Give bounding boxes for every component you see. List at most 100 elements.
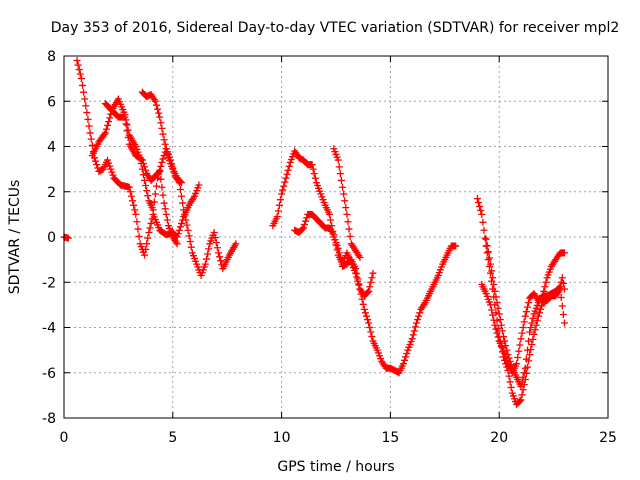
data-point (151, 97, 159, 105)
data-point (142, 182, 150, 190)
data-point (369, 269, 377, 277)
data-point (529, 314, 537, 322)
data-point (155, 109, 163, 117)
data-point (559, 279, 567, 287)
data-point (337, 176, 345, 184)
data-point (541, 283, 549, 291)
data-point (505, 372, 513, 380)
data-point (144, 234, 152, 242)
data-point (507, 361, 515, 369)
y-tick-label: -2 (42, 275, 56, 291)
data-point (558, 274, 566, 282)
data-point (158, 124, 166, 132)
data-point (232, 240, 240, 248)
data-point (489, 311, 497, 319)
data-point (352, 269, 360, 277)
data-point (205, 245, 213, 253)
data-point (529, 335, 537, 343)
data-point (523, 303, 531, 311)
data-point (73, 57, 81, 65)
data-point (106, 162, 114, 170)
data-point (332, 241, 340, 249)
data-point (486, 260, 494, 268)
data-point (479, 218, 487, 226)
data-point (410, 327, 418, 335)
data-point (161, 140, 169, 148)
data-point (408, 335, 416, 343)
data-point (521, 312, 529, 320)
data-point (559, 310, 567, 318)
data-point (368, 333, 376, 341)
data-point (156, 167, 164, 175)
data-point (560, 285, 568, 293)
data-point (335, 163, 343, 171)
data-point (155, 169, 163, 177)
data-point (526, 328, 534, 336)
data-point (139, 159, 147, 167)
data-point (180, 206, 188, 214)
data-point (285, 162, 293, 170)
data-point (85, 122, 93, 130)
data-point (336, 170, 344, 178)
data-point (517, 396, 525, 404)
data-point (502, 342, 510, 350)
data-point (367, 328, 375, 336)
data-point (530, 330, 538, 338)
data-point (102, 125, 110, 133)
data-point (86, 129, 94, 137)
data-point (87, 135, 95, 143)
data-point (129, 197, 137, 205)
data-point (121, 113, 129, 121)
data-point (130, 201, 138, 209)
data-point (488, 306, 496, 314)
data-point (361, 309, 369, 317)
data-point (506, 378, 514, 386)
data-point (77, 75, 85, 83)
data-point (558, 302, 566, 310)
data-point (362, 312, 370, 320)
data-point (157, 119, 165, 127)
data-point (532, 321, 540, 329)
data-point (477, 206, 485, 214)
data-point (492, 293, 500, 301)
data-point (518, 391, 526, 399)
data-point (496, 316, 504, 324)
data-point (75, 66, 83, 74)
data-point (143, 187, 151, 195)
data-point (151, 190, 159, 198)
data-point (181, 211, 189, 219)
data-point (364, 288, 372, 296)
data-point (126, 188, 134, 196)
data-point (325, 210, 333, 218)
data-point (498, 327, 506, 335)
data-point (528, 340, 536, 348)
data-point (527, 324, 535, 331)
data-point (156, 113, 164, 121)
data-point (109, 171, 117, 179)
data-point (106, 114, 114, 122)
data-point (364, 316, 372, 324)
data-point (354, 277, 362, 285)
data-point (122, 120, 130, 128)
data-point (555, 284, 563, 292)
data-points (60, 57, 568, 408)
data-point (81, 95, 89, 103)
data-point (334, 156, 342, 164)
axis-ticks: 0 5 10 15 20 25 -8 -6 -4 -2 0 2 4 6 8 (42, 49, 617, 446)
data-point (150, 198, 158, 206)
data-point (522, 355, 530, 363)
y-tick-label: -4 (42, 321, 56, 337)
data-point (127, 192, 135, 200)
data-point (104, 121, 112, 129)
data-point (482, 235, 490, 243)
data-point (158, 183, 166, 191)
data-point (149, 206, 157, 214)
data-point (201, 260, 209, 268)
data-point (515, 347, 523, 355)
data-point (161, 205, 169, 213)
data-point (516, 341, 524, 349)
data-point (78, 81, 86, 89)
data-point (176, 223, 184, 231)
data-point (152, 182, 160, 190)
data-point (411, 323, 419, 331)
